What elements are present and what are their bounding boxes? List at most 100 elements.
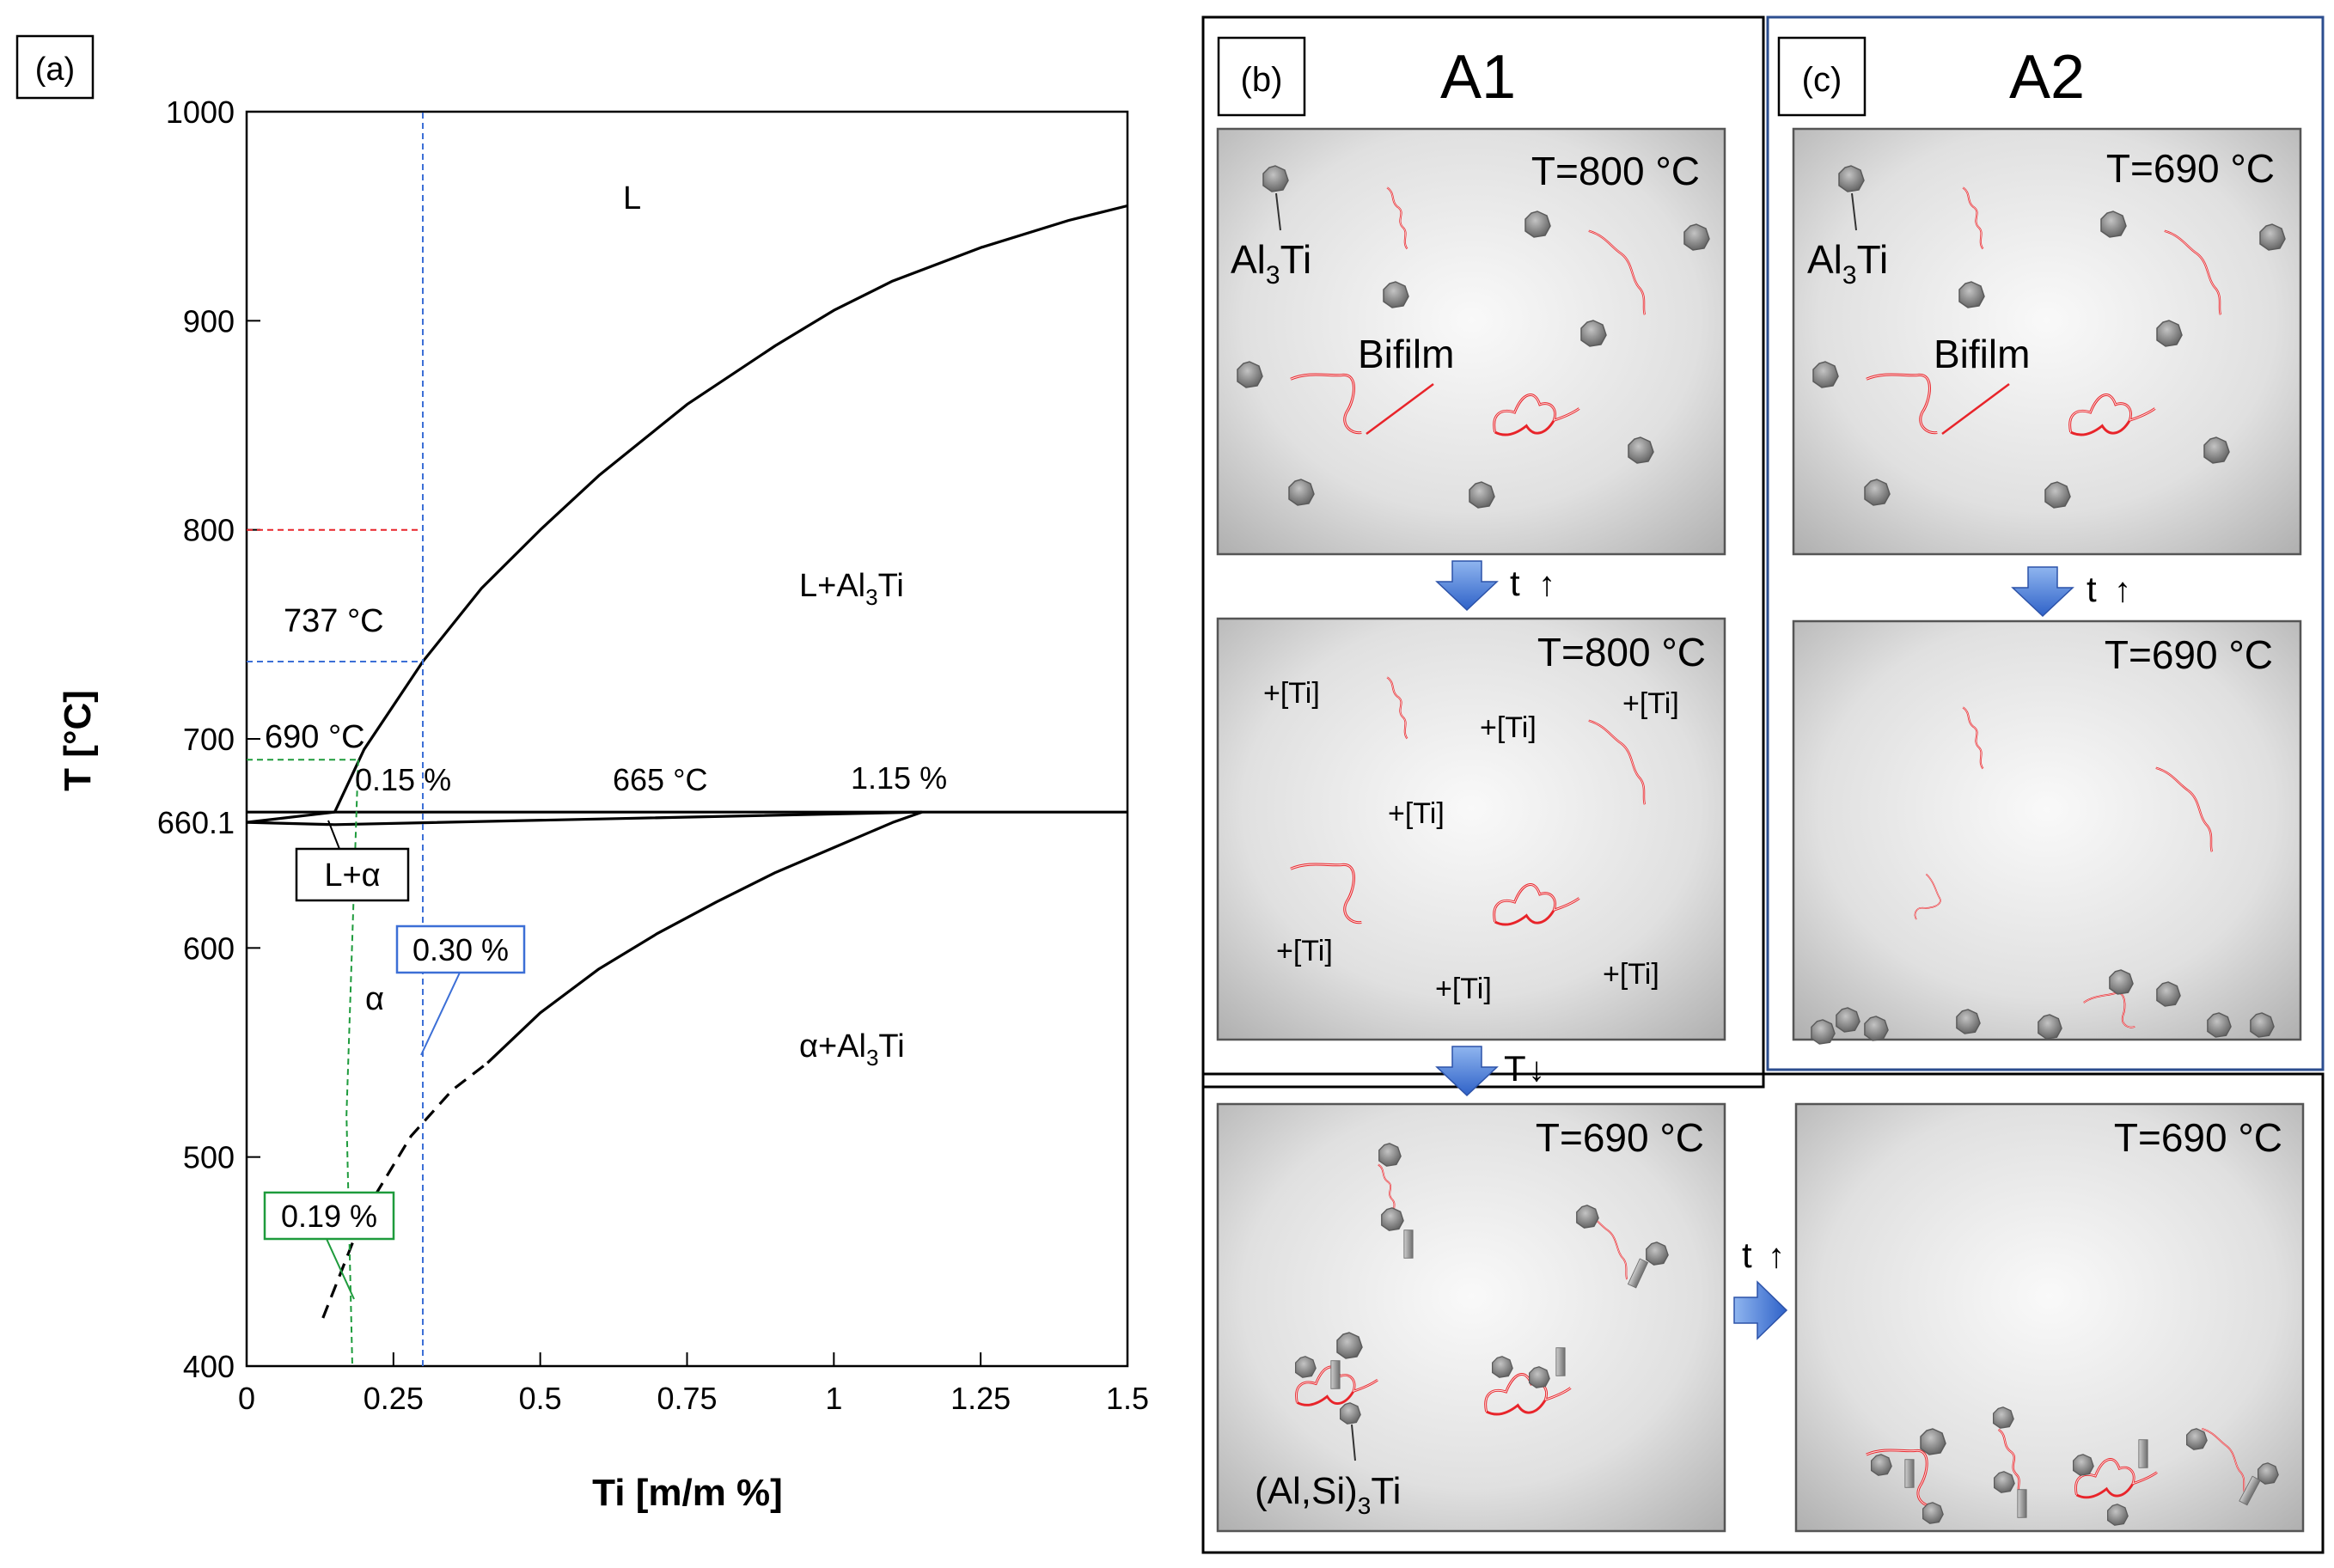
y-tick-label-extra: 660.1 xyxy=(157,805,235,840)
panel-c-label-box xyxy=(1777,36,1867,117)
box-b1-temp: T=800 °C xyxy=(1531,149,1700,193)
alsiti-rod xyxy=(1403,1229,1414,1259)
annotation-019: 0.19 % xyxy=(281,1199,377,1234)
al3ti-particle xyxy=(1864,1016,1889,1041)
al3ti-particle xyxy=(1469,481,1495,509)
alsiti-particle xyxy=(2107,1504,2129,1526)
al3ti-label-main: Al xyxy=(1807,237,1842,282)
region-label-L-Al3Ti: L+Al3Ti xyxy=(799,568,904,610)
al3ti-particle xyxy=(2207,1012,2232,1038)
al3ti-particle xyxy=(1958,281,1985,308)
arrow-time-increase-b: t ↑ xyxy=(1435,560,1555,612)
al3ti-label: Al3Ti xyxy=(1231,237,1311,290)
al3ti-particle xyxy=(1383,281,1409,308)
y-tick-label: 400 xyxy=(183,1349,235,1384)
arrow-time-increase-c: t ↑ xyxy=(2011,566,2131,618)
alsiti-particle xyxy=(1993,1406,2014,1429)
al3ti-particle xyxy=(2250,1012,2275,1038)
alsiti-particle xyxy=(1646,1242,1669,1266)
al3ti-particle xyxy=(2156,320,2183,347)
down-small-arrow-icon: ↓ xyxy=(1528,1051,1545,1089)
box-c1-temp: T=690 °C xyxy=(2106,146,2275,191)
bifilm-pointer xyxy=(1366,382,1434,436)
region-label-L-alpha: L+α xyxy=(324,857,380,894)
al3ti-particle xyxy=(2203,436,2230,464)
al3ti-particle xyxy=(2038,1014,2062,1040)
alsiti-rod xyxy=(1904,1459,1915,1488)
al3ti-particle xyxy=(2156,981,2181,1007)
alsiti-particle xyxy=(2073,1454,2094,1476)
arrow-t-label: t xyxy=(2087,569,2097,609)
box-c1: T=690 °C Al3Ti Bifilm xyxy=(1792,127,2302,556)
ti-solute-label: +[Ti] xyxy=(1480,711,1537,744)
al3ti-particle xyxy=(1288,479,1315,506)
panel-c-border xyxy=(1766,15,2325,1071)
al3ti-particle xyxy=(1580,320,1607,347)
ti-solute-label: +[Ti] xyxy=(1622,687,1679,720)
series-liquidus-l-l-al3ti xyxy=(333,204,1128,813)
annotation-690: 690 °C xyxy=(265,719,365,755)
series-layer xyxy=(246,112,1128,1367)
al3ti-particle xyxy=(1237,361,1263,388)
x-tick-label: 0.25 xyxy=(364,1381,424,1416)
ti-solute-label: +[Ti] xyxy=(1603,958,1659,991)
alsiti-particle xyxy=(1492,1356,1513,1378)
al3ti-label-tail: Ti xyxy=(1857,237,1889,282)
alsiti-label-tail: Ti xyxy=(1371,1470,1401,1512)
down-arrow-icon xyxy=(2011,566,2074,618)
box-b3-temp: T=690 °C xyxy=(1536,1115,1704,1160)
al3ti-label: Al3Ti xyxy=(1807,237,1888,290)
al3ti-particle xyxy=(1628,436,1654,464)
x-tick-label: 1.25 xyxy=(950,1381,1011,1416)
box-b4-temp: T=690 °C xyxy=(2114,1115,2282,1160)
up-arrow-icon: ↑ xyxy=(2114,571,2131,609)
al3ti-particle xyxy=(1262,165,1289,192)
annotation-030-box xyxy=(395,924,526,974)
ti-solute-label: +[Ti] xyxy=(1276,935,1333,967)
phase-diagram-panel: (a) 400 500 600 700 800 900 1000 660.1 0 0.25 0.5… xyxy=(15,34,1149,1514)
series-liquidus-l-l-alpha xyxy=(246,810,335,824)
panel-c-label: (c) xyxy=(1802,61,1842,99)
arrow-time-increase-bottom: t ↑ xyxy=(1733,1235,1788,1340)
panel-b-label: (b) xyxy=(1241,61,1283,99)
al3ti-pointer xyxy=(1851,192,1857,231)
arrow-t-label: t xyxy=(1510,563,1520,603)
y-tick-label: 1000 xyxy=(166,95,235,130)
alsiti-rod xyxy=(1330,1360,1341,1389)
region-label-L: L xyxy=(623,180,641,217)
alsiti-particle xyxy=(1381,1207,1404,1231)
bottom-row-border xyxy=(1201,1072,2325,1554)
al3ti-particle xyxy=(1956,1009,1981,1034)
alsiti-label-main: (Al,Si) xyxy=(1255,1470,1358,1512)
bifilm-label: Bifilm xyxy=(1358,332,1454,376)
x-tick-label: 1.5 xyxy=(1106,1381,1149,1416)
al3ti-particle xyxy=(1864,479,1891,506)
annotation-030-pointer xyxy=(420,972,461,1056)
annotation-015: 0.15 % xyxy=(355,762,451,797)
annotation-115: 1.15 % xyxy=(851,760,947,796)
region-alpha-Al3Ti-main: α+Al xyxy=(799,1028,866,1065)
panel-a-label: (a) xyxy=(35,52,75,88)
al3ti-label-main: Al xyxy=(1231,237,1266,282)
down-arrow-icon xyxy=(1435,560,1499,612)
y-tick-label: 800 xyxy=(183,513,235,548)
alsiti-particle xyxy=(2186,1428,2208,1450)
al3ti-particle xyxy=(2109,969,2134,995)
alsiti-rod xyxy=(1555,1347,1566,1376)
al3ti-particle xyxy=(1836,1007,1860,1033)
panel-b-label-box xyxy=(1217,36,1306,117)
series-solvus-alpha-alpha-al3ti xyxy=(486,810,923,1065)
plot-area xyxy=(245,110,1129,1368)
annotation-030: 0.30 % xyxy=(412,932,509,967)
alsiti-particle xyxy=(1576,1205,1599,1229)
y-axis-label: T [°C] xyxy=(57,690,99,791)
down-arrow-icon xyxy=(1435,1046,1499,1097)
al3ti-particle xyxy=(2259,223,2286,251)
alsiti-particle xyxy=(1340,1402,1361,1425)
alsiti-particle xyxy=(1378,1143,1402,1167)
al3ti-particle xyxy=(1524,210,1551,238)
x-axis-label: Ti [m/m %] xyxy=(592,1472,783,1514)
alsiti-label: (Al,Si)3Ti xyxy=(1255,1470,1401,1519)
ti-solute-label: +[Ti] xyxy=(1263,677,1320,710)
region-label-L-alpha-box xyxy=(295,847,410,902)
